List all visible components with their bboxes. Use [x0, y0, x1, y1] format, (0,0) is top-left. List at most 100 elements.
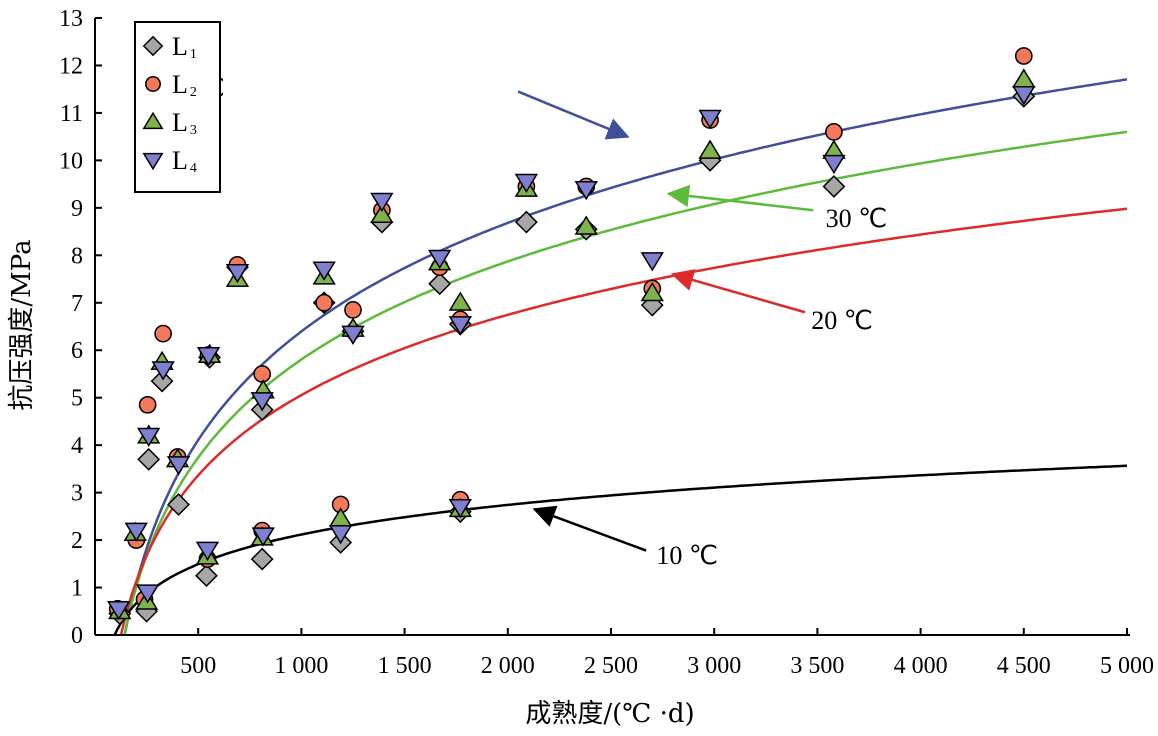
legend-label-sub: 4	[190, 161, 197, 176]
y-tick-label: 3	[71, 481, 83, 507]
annotation-label: 30 ℃	[826, 204, 888, 233]
data-point-L3	[574, 215, 598, 235]
data-point-L4	[251, 527, 275, 547]
data-point-L4	[640, 252, 664, 272]
y-tick-label: 11	[60, 101, 83, 127]
data-point-L4	[124, 522, 148, 542]
data-point-L1	[137, 447, 161, 471]
data-point-L4	[514, 173, 539, 194]
data-point-L4	[427, 249, 452, 270]
legend-label-sub: 2	[190, 85, 197, 100]
y-tick-label: 7	[71, 291, 83, 317]
x-tick-label: 1 500	[378, 653, 432, 679]
data-point-L4	[448, 316, 473, 336]
data-point-L1	[250, 547, 274, 571]
y-tick-label: 1	[71, 576, 83, 602]
data-point-L1	[167, 493, 190, 516]
annotation-arrow	[666, 184, 814, 212]
annotation-arrow	[670, 269, 806, 314]
data-point-L4	[135, 584, 160, 604]
annotation-label: 10 ℃	[656, 541, 718, 570]
data-point-L2	[138, 395, 157, 414]
data-point-L4	[448, 498, 473, 519]
y-tick-label: 6	[71, 338, 83, 364]
x-tick-label: 500	[180, 653, 216, 679]
data-point-L3	[640, 281, 664, 302]
data-point-L4	[370, 192, 394, 213]
x-tick-label: 5 000	[1100, 653, 1154, 679]
data-point-L4	[166, 456, 191, 476]
data-point-L1	[514, 210, 538, 234]
curve-annotations: 40 ℃30 ℃20 ℃10 ℃	[163, 73, 887, 569]
y-axis-title: 抗压强度/MPa	[7, 239, 37, 410]
data-point-L4	[151, 361, 175, 381]
annotation-arrow	[532, 505, 647, 552]
y-tick-label: 10	[59, 148, 83, 174]
data-point-L4	[822, 154, 846, 175]
y-tick-label: 5	[71, 386, 83, 412]
axes	[94, 18, 1130, 636]
data-point-L3	[698, 139, 722, 159]
data-point-L2	[1014, 47, 1033, 65]
legend-marker-L2	[145, 76, 161, 92]
x-tick-label: 1 000	[274, 653, 328, 679]
data-point-L3	[370, 203, 394, 223]
data-points	[107, 47, 1036, 626]
x-tick-label: 3 000	[687, 653, 741, 679]
x-tick-label: 4 000	[894, 653, 948, 679]
legend-marker-L4	[142, 152, 164, 171]
data-point-L4	[328, 525, 353, 545]
data-point-L4	[1012, 85, 1036, 106]
data-point-L1	[822, 175, 846, 198]
data-point-L1	[428, 272, 452, 296]
legend-label-main: L	[172, 146, 188, 175]
legend-marker-L3	[142, 111, 164, 130]
data-point-L3	[448, 291, 473, 311]
data-point-L4	[250, 392, 274, 412]
data-point-L2	[825, 123, 843, 141]
fit-curve-1	[123, 78, 1128, 636]
annotation-label: 20 ℃	[811, 306, 873, 335]
y-tick-label: 4	[71, 433, 83, 459]
data-point-L4	[341, 325, 365, 345]
data-point-L2	[154, 324, 172, 343]
fitted-curves	[113, 78, 1128, 636]
legend-label-sub: 3	[190, 123, 197, 138]
legend-label-main: L	[172, 32, 188, 61]
y-tick-label: 13	[59, 6, 83, 32]
legend: L 1L 2L 3L 4	[134, 21, 221, 193]
x-tick-label: 2 000	[481, 653, 535, 679]
x-tick-label: 4 500	[997, 653, 1051, 679]
legend-label-main: L	[172, 108, 188, 137]
data-point-L4	[574, 180, 598, 201]
x-tick-label: 3 500	[790, 653, 844, 679]
fit-curve-2	[123, 130, 1128, 636]
x-tick-label: 2 500	[584, 653, 638, 679]
y-tick-label: 2	[71, 528, 83, 554]
data-point-L3	[1012, 68, 1036, 88]
data-point-L3	[328, 507, 353, 527]
annotation-arrow	[517, 90, 630, 140]
data-point-L2	[315, 293, 333, 312]
data-point-L4	[195, 541, 220, 561]
data-point-L4	[698, 109, 722, 130]
legend-marker-L1	[142, 35, 164, 57]
data-point-L2	[344, 301, 362, 319]
y-tick-label: 12	[59, 53, 83, 79]
data-point-L4	[312, 261, 336, 281]
data-point-L4	[107, 600, 131, 621]
legend-label-sub: 1	[190, 47, 197, 62]
data-point-L2	[253, 365, 272, 383]
data-point-L1	[195, 564, 218, 588]
data-point-L4	[196, 347, 221, 367]
fit-curve-3	[119, 207, 1128, 636]
x-axis-title: 成熟度/(℃ ·d)	[525, 699, 694, 729]
y-tick-label: 0	[71, 623, 83, 649]
data-point-L4	[225, 263, 250, 284]
